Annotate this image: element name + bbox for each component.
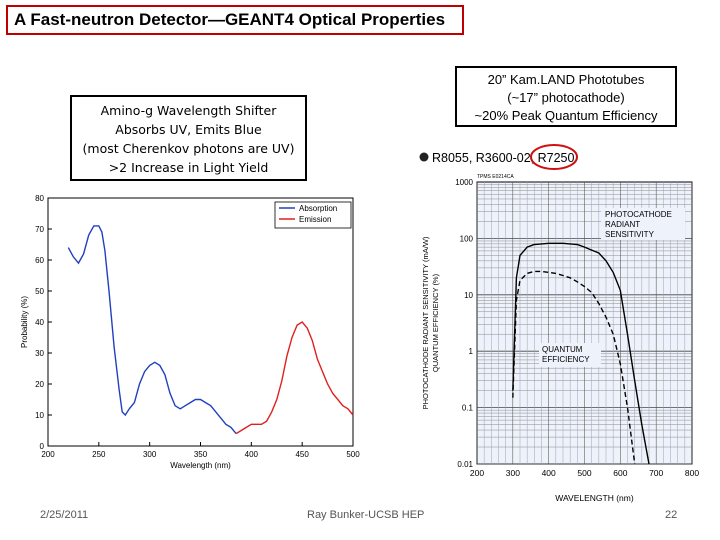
phototube-response-chart: R8055, R3600-02, R7250 TPMS E0214CA 200 300…: [419, 144, 699, 503]
x-tick-label: 250: [92, 450, 106, 459]
emission-series-line: [235, 321, 354, 435]
quantum-efficiency-line: [512, 270, 636, 465]
y-axis-label: PHOTOCATHODE RADIANT SENSITIVITY (mA/W): [421, 236, 430, 409]
y-tick-label: 40: [35, 318, 44, 327]
radiant-sensitivity-line: [512, 242, 650, 465]
x-tick-label: 700: [649, 468, 663, 478]
annotation-text: SENSITIVITY: [605, 230, 655, 239]
y-tick-label: 60: [35, 256, 44, 265]
y-tick-label: 1: [469, 347, 474, 356]
x-tick-label: 800: [685, 468, 699, 478]
annotation-text: EFFICIENCY: [542, 355, 590, 364]
x-tick-label: 400: [245, 450, 259, 459]
x-tick-label: 200: [41, 450, 55, 459]
legend-box: [274, 201, 352, 229]
slide-title: A Fast-neutron Detector—GEANT4 Optical P…: [6, 5, 464, 35]
x-tick-label: 600: [613, 468, 627, 478]
footer-date: 2/25/2011: [40, 509, 89, 521]
x-tick-label: 450: [295, 450, 309, 459]
callout-line: 20” Kam.LAND Phototubes: [487, 72, 645, 87]
x-tick-label: 300: [506, 468, 520, 478]
callout-line: (most Cherenkov photons are UV): [82, 141, 295, 156]
y-tick-label: 100: [460, 234, 474, 243]
legend-entry: Emission: [299, 215, 331, 224]
y-axis-label: QUANTUM EFFICIENCY (%): [431, 273, 440, 372]
annotation-text: RADIANT: [605, 220, 640, 229]
y-tick-label: 0.1: [462, 404, 474, 413]
absorption-emission-chart: 200 250 300 350 400 450 500 0 10 20 30 40 50 60 70 80 Wa…: [20, 194, 360, 470]
x-tick-label: 300: [143, 450, 157, 459]
y-tick-label: 80: [35, 194, 44, 203]
y-tick-label: 70: [35, 225, 44, 234]
annotation-box: [539, 343, 601, 367]
annotation-box: [601, 208, 685, 240]
x-tick-label: 500: [577, 468, 591, 478]
highlight-ring-icon: [530, 144, 578, 170]
footer-presenter: Ray Bunker-UCSB HEP: [307, 509, 425, 521]
callout-line: ~20% Peak Quantum Efficiency: [474, 108, 658, 123]
x-tick-label: 500: [346, 450, 360, 459]
y-tick-label: 20: [35, 380, 44, 389]
amino-g-callout: Amino-g Wavelength Shifter Absorbs UV, E…: [70, 95, 307, 181]
callout-line: Amino-g Wavelength Shifter: [100, 103, 277, 118]
y-tick-label: 10: [35, 411, 44, 420]
y-tick-label: 0: [40, 442, 45, 451]
y-tick-label: 50: [35, 287, 44, 296]
callout-line: >2 Increase in Light Yield: [108, 160, 269, 175]
y-tick-label: 30: [35, 349, 44, 358]
y-tick-label: 1000: [455, 178, 473, 187]
annotation-text: PHOTOCATHODE: [605, 210, 672, 219]
callout-line: (~17” photocathode): [507, 90, 625, 105]
x-tick-label: 400: [542, 468, 556, 478]
y-tick-label: 0.01: [457, 460, 473, 469]
bullet-icon: [419, 152, 429, 162]
callout-line: Absorbs UV, Emits Blue: [115, 122, 262, 137]
phototube-callout: 20” Kam.LAND Phototubes (~17” photocatho…: [455, 66, 677, 127]
y-axis-label: Probability (%): [20, 296, 29, 348]
footer-page-number: 22: [665, 509, 678, 521]
chart-header-label: R8055, R3600-02, R7250: [432, 151, 575, 165]
x-tick-label: 350: [194, 450, 208, 459]
y-tick-label: 10: [464, 291, 473, 300]
x-axis-label: Wavelength (nm): [170, 461, 231, 470]
annotation-text: QUANTUM: [542, 345, 583, 354]
x-tick-label: 200: [470, 468, 484, 478]
plot-frame: [47, 197, 354, 447]
legend-entry: Absorption: [299, 204, 337, 213]
figure-code: TPMS E0214CA: [477, 174, 514, 180]
absorption-series-line: [67, 225, 237, 435]
x-axis-label: WAVELENGTH (nm): [555, 493, 634, 503]
